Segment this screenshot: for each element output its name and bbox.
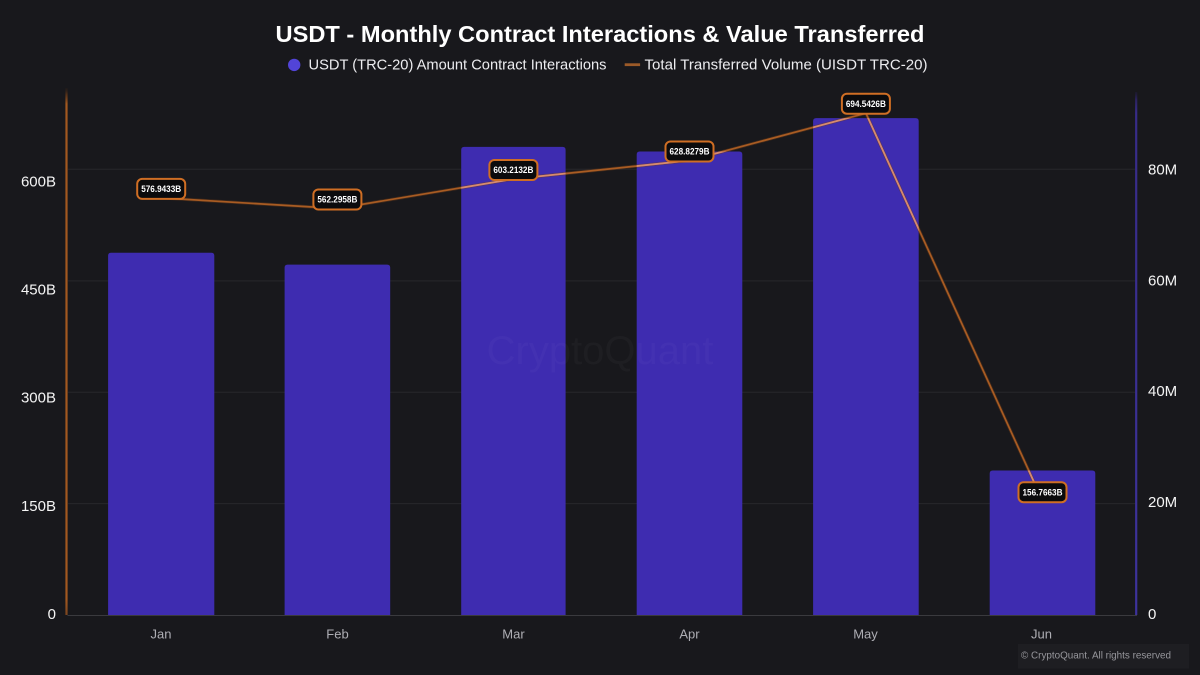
svg-text:Apr: Apr xyxy=(679,627,700,642)
svg-text:562.2958B: 562.2958B xyxy=(317,195,357,205)
svg-text:80M: 80M xyxy=(1148,162,1177,179)
svg-text:Total Transferred Volume (UISD: Total Transferred Volume (UISDT TRC-20) xyxy=(645,56,928,73)
svg-text:40M: 40M xyxy=(1148,383,1177,400)
svg-text:0: 0 xyxy=(48,606,56,623)
svg-text:300B: 300B xyxy=(21,390,56,407)
svg-text:Jun: Jun xyxy=(1031,627,1052,642)
svg-text:576.9433B: 576.9433B xyxy=(141,184,181,194)
svg-text:628.8279B: 628.8279B xyxy=(670,147,710,157)
svg-text:USDT - Monthly Contract Intera: USDT - Monthly Contract Interactions & V… xyxy=(276,21,925,47)
svg-text:May: May xyxy=(853,627,878,642)
svg-text:CryptoQuant: CryptoQuant xyxy=(487,329,714,373)
svg-text:150B: 150B xyxy=(21,498,56,515)
svg-text:603.2132B: 603.2132B xyxy=(493,165,533,175)
svg-text:Jan: Jan xyxy=(151,627,172,642)
svg-text:60M: 60M xyxy=(1148,272,1177,289)
svg-text:Feb: Feb xyxy=(326,627,348,642)
svg-text:Mar: Mar xyxy=(502,627,525,642)
svg-text:0: 0 xyxy=(1148,606,1156,623)
svg-text:450B: 450B xyxy=(21,282,56,299)
svg-text:156.7663B: 156.7663B xyxy=(1023,487,1063,497)
svg-text:694.5426B: 694.5426B xyxy=(846,99,886,109)
svg-text:600B: 600B xyxy=(21,174,56,191)
svg-text:USDT (TRC-20) Amount Contract: USDT (TRC-20) Amount Contract Interactio… xyxy=(309,56,607,73)
svg-text:© CryptoQuant. All rights rese: © CryptoQuant. All rights reserved xyxy=(1021,650,1171,662)
svg-text:20M: 20M xyxy=(1148,494,1177,511)
